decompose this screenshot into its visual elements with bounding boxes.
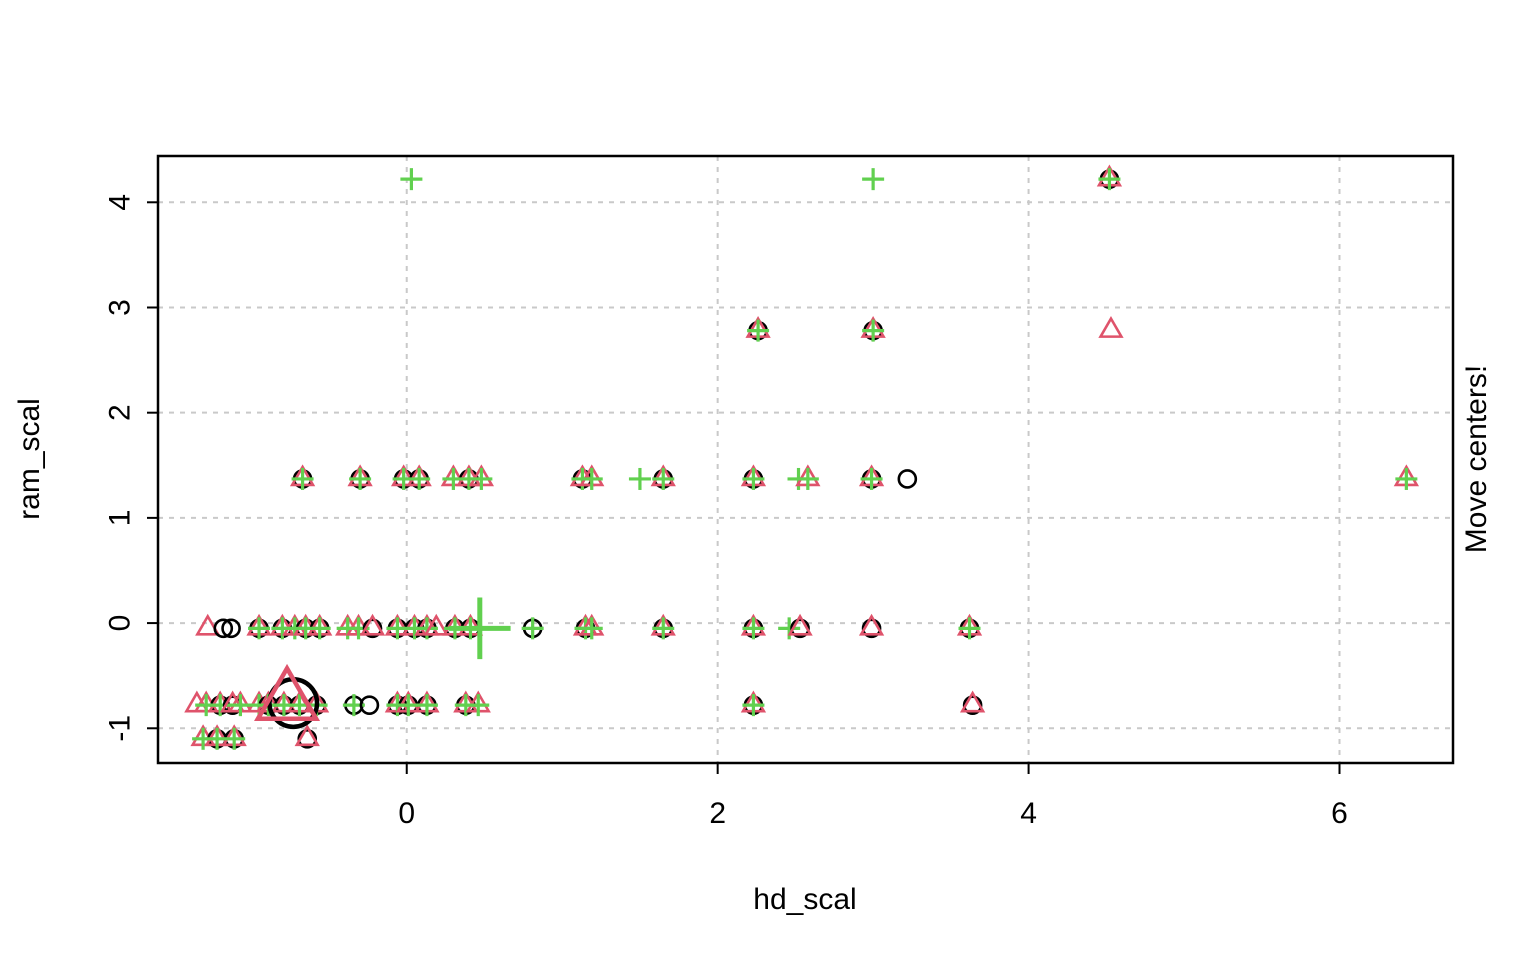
data-point [195, 613, 221, 636]
data-point [740, 613, 767, 640]
point-circle-glyph [362, 618, 383, 639]
data-point [289, 464, 316, 490]
data-point [650, 613, 676, 640]
point-triangle-glyph [1098, 316, 1124, 338]
data-point [414, 690, 440, 717]
data-point [959, 690, 986, 715]
y-axis-label: ram_scal [13, 398, 46, 520]
data-point [862, 168, 885, 191]
point-circle-glyph [221, 618, 241, 639]
data-point [745, 316, 771, 342]
data-point [521, 617, 544, 640]
data-point [221, 724, 247, 750]
point-triangle-glyph [787, 613, 813, 636]
data-point [787, 613, 813, 639]
point-triangle-glyph [359, 613, 386, 636]
x-tick-label: 6 [1331, 797, 1348, 830]
data-point [1393, 464, 1420, 490]
y-tick-label: 4 [104, 194, 137, 211]
data-point [307, 613, 333, 640]
point-circle-glyph [790, 618, 810, 639]
data-point [221, 618, 241, 639]
cluster-center [254, 663, 321, 722]
data-point [423, 613, 449, 636]
data-point [1096, 164, 1123, 191]
data-point [860, 316, 886, 342]
data-point [858, 464, 885, 490]
data-point [1098, 316, 1124, 338]
point-circle-glyph [297, 729, 318, 749]
point-circle-glyph [861, 618, 882, 639]
y-tick-label: -1 [104, 715, 137, 742]
data-point [650, 464, 676, 490]
data-point [740, 690, 767, 717]
point-circle-glyph [213, 618, 234, 639]
data-point [778, 617, 801, 640]
y-tick-label: 3 [104, 299, 137, 316]
point-circle-glyph [962, 695, 983, 715]
right-margin-annotation: Move centers! [1460, 364, 1493, 554]
data-point [359, 613, 386, 639]
data-point [395, 690, 421, 717]
point-triangle-glyph [423, 613, 449, 636]
data-point [347, 464, 373, 490]
point-circle-glyph [897, 469, 918, 489]
point-triangle-glyph [294, 724, 320, 747]
point-triangle-glyph [959, 690, 986, 713]
data-point [795, 464, 821, 490]
data-point [246, 613, 272, 640]
data-point [406, 464, 432, 490]
data-point [468, 464, 495, 490]
data-point [740, 464, 767, 490]
data-point [213, 618, 234, 639]
point-triangle-glyph [858, 613, 885, 636]
x-axis-label: hd_scal [753, 883, 857, 916]
plot-box [156, 154, 1455, 765]
data-point [579, 613, 605, 640]
data-point [956, 613, 983, 640]
x-tick-label: 0 [398, 797, 415, 830]
y-tick-label: 0 [104, 615, 137, 632]
data-point [227, 690, 254, 717]
data-point [897, 469, 918, 489]
point-circle-glyph [359, 695, 380, 715]
data-point [858, 613, 885, 639]
y-tick-label: 2 [104, 404, 137, 421]
y-tick-label: 1 [104, 510, 137, 527]
data-point [579, 464, 605, 490]
x-tick-label: 2 [709, 797, 726, 830]
data-point [400, 168, 423, 191]
point-triangle-glyph [195, 613, 221, 636]
data-point [294, 724, 320, 749]
x-tick-label: 4 [1020, 797, 1037, 830]
cluster-center [449, 597, 511, 660]
data-point [628, 467, 651, 490]
data-point [359, 695, 380, 715]
point-triangle-glyph [254, 663, 321, 722]
data-point [465, 690, 491, 717]
